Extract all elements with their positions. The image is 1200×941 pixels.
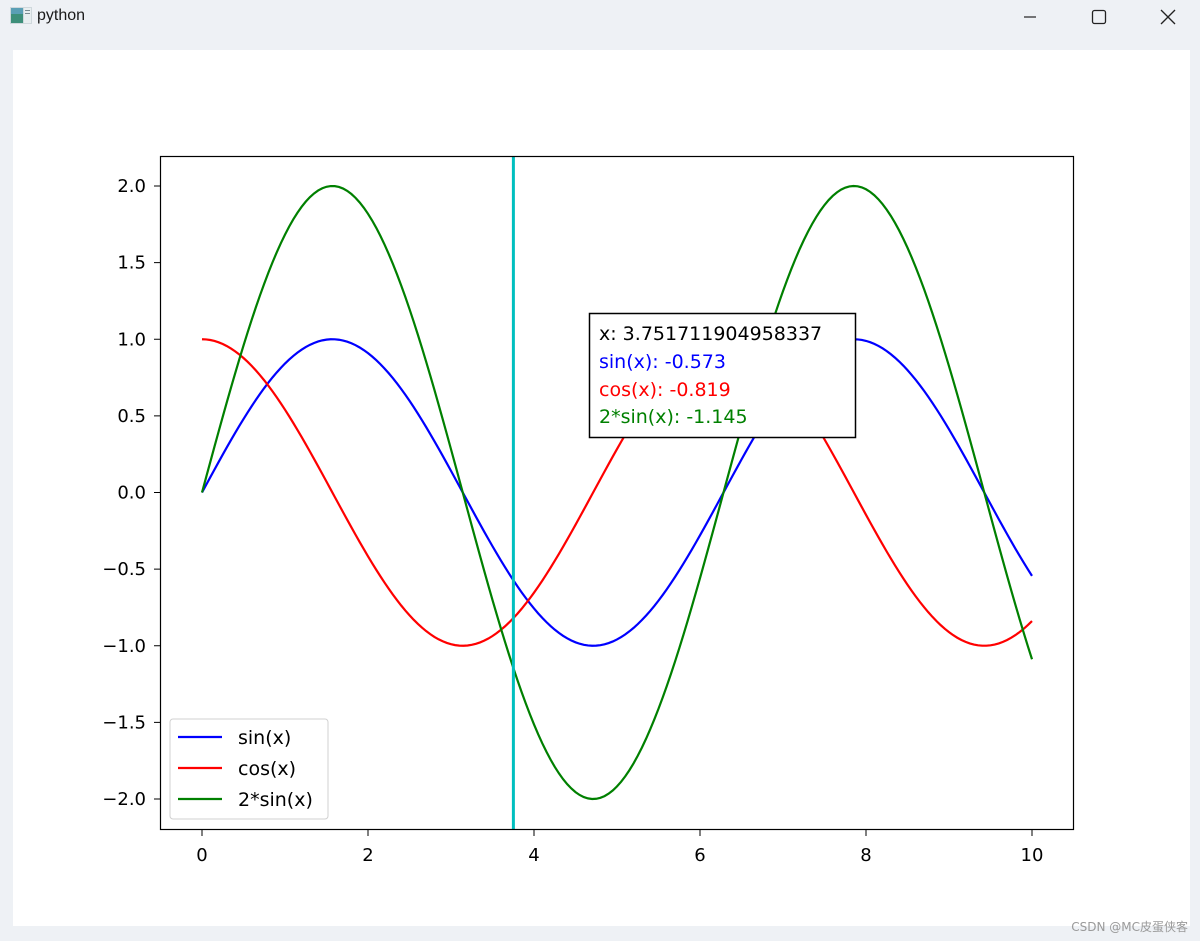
legend-label-cos: cos(x) xyxy=(238,758,296,780)
minimize-button[interactable] xyxy=(1007,0,1053,34)
cursor-tooltip: x: 3.751711904958337 sin(x): -0.573 cos(… xyxy=(588,312,857,439)
y-tick-label: −1.0 xyxy=(102,636,146,657)
axes-frame xyxy=(159,155,1075,831)
window-title: python xyxy=(37,7,86,24)
x-axis: 0 2 4 6 8 10 xyxy=(196,830,1043,866)
title-bar: python xyxy=(0,0,1200,34)
x-tick-label: 8 xyxy=(860,845,871,866)
close-button[interactable] xyxy=(1145,0,1191,34)
x-tick-label: 0 xyxy=(196,845,207,866)
y-tick-label: 1.0 xyxy=(117,329,146,350)
series-line-0 xyxy=(201,338,1033,647)
series-line-2 xyxy=(200,184,1034,801)
y-tick-label: 0.5 xyxy=(117,406,146,427)
x-tick-label: 6 xyxy=(694,845,705,866)
tooltip-cos-value: cos(x): -0.819 xyxy=(599,379,731,401)
y-axis: 2.0 1.5 1.0 0.5 0.0 −0.5 −1.0 −1.5 −2.0 xyxy=(102,176,160,810)
x-tick-label: 10 xyxy=(1021,845,1044,866)
tooltip-sin-value: sin(x): -0.573 xyxy=(599,351,726,373)
y-tick-label: 1.5 xyxy=(117,253,146,274)
y-tick-label: 0.0 xyxy=(117,483,146,504)
maximize-icon xyxy=(1091,9,1107,25)
tooltip-x-value: x: 3.751711904958337 xyxy=(599,323,822,345)
x-tick-label: 2 xyxy=(362,845,373,866)
window-bottom-edge xyxy=(0,926,1200,941)
series-line-1 xyxy=(201,338,1033,647)
minimize-icon xyxy=(1024,16,1036,18)
tooltip-2sin-value: 2*sin(x): -1.145 xyxy=(599,406,748,428)
legend-label-2sin: 2*sin(x) xyxy=(238,789,313,811)
watermark: CSDN @MC皮蛋侠客 xyxy=(1071,920,1188,934)
legend-label-sin: sin(x) xyxy=(238,727,291,749)
y-tick-label: −2.0 xyxy=(102,789,146,810)
app-icon xyxy=(10,7,32,24)
y-tick-label: −0.5 xyxy=(102,559,146,580)
y-tick-label: −1.5 xyxy=(102,712,146,733)
maximize-button[interactable] xyxy=(1076,0,1122,34)
legend[interactable]: sin(x) cos(x) 2*sin(x) xyxy=(169,718,329,820)
plot-lines xyxy=(200,184,1034,801)
close-icon xyxy=(1160,9,1176,25)
y-tick-label: 2.0 xyxy=(117,176,146,197)
x-tick-label: 4 xyxy=(528,845,539,866)
